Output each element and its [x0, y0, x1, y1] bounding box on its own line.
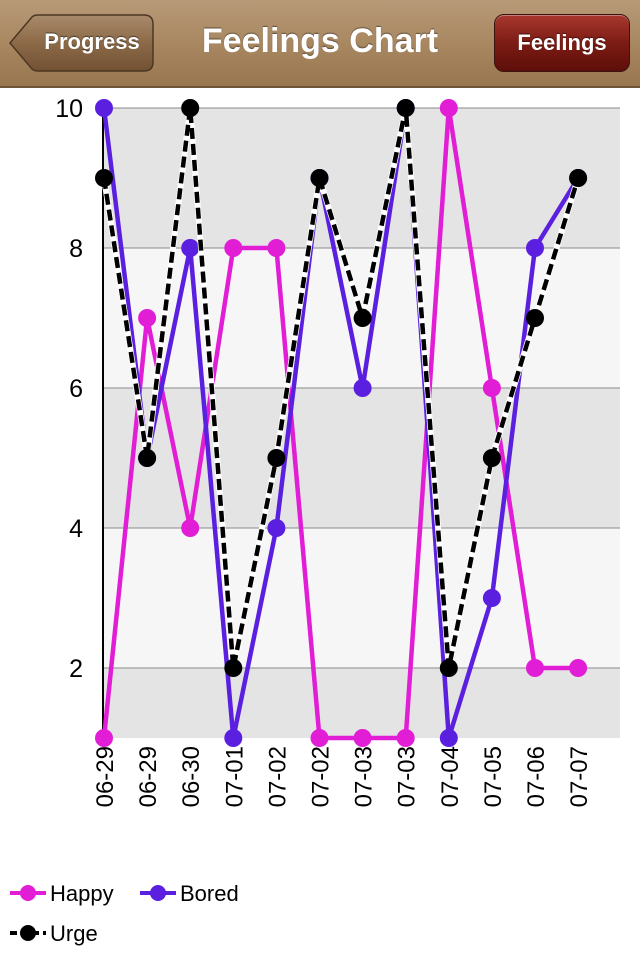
legend-swatch-urge	[10, 925, 46, 941]
page-title: Feelings Chart	[201, 22, 439, 60]
legend-item-happy: Happy	[8, 878, 138, 908]
data-point-bored	[353, 379, 372, 397]
data-point-bored	[181, 239, 200, 257]
data-point-bored	[224, 729, 243, 747]
data-point-happy	[482, 379, 501, 397]
y-tick-label: 10	[55, 95, 83, 123]
data-point-happy	[224, 239, 243, 257]
data-point-bored	[439, 729, 458, 747]
legend-label-urge: Urge	[50, 921, 98, 946]
y-tick-label: 6	[69, 375, 83, 403]
feelings-line-chart: 2 4 6 8 10 06-29 06-29 06-30 07-01 07-02 07-02 07-0…	[55, 95, 620, 807]
y-tick-label: 2	[69, 655, 83, 683]
data-point-bored	[526, 239, 544, 257]
legend-item-bored: Bored	[138, 878, 268, 908]
legend-swatch-bored	[140, 885, 176, 901]
data-point-urge	[138, 449, 157, 467]
series-line-urge	[101, 107, 581, 669]
data-point-urge	[526, 309, 544, 327]
data-point-happy	[138, 309, 157, 327]
data-point-urge	[224, 659, 243, 677]
data-point-happy	[353, 729, 372, 747]
data-point-urge	[181, 99, 200, 117]
legend-label-bored: Bored	[180, 881, 239, 906]
series-line-bored	[101, 107, 581, 739]
data-point-urge	[353, 309, 372, 327]
plot-band	[103, 668, 620, 738]
plot-band	[103, 528, 620, 668]
data-point-urge	[95, 169, 113, 187]
progress-back-label: Progress	[44, 29, 140, 54]
feelings-button[interactable]: Feelings	[494, 14, 630, 72]
x-tick-label: 06-30	[178, 746, 205, 807]
y-tick-label: 4	[69, 515, 83, 543]
legend-item-urge: Urge	[8, 918, 138, 948]
legend-swatch-happy	[10, 885, 46, 901]
x-tick-label: 07-07	[566, 746, 593, 807]
plot-band	[103, 388, 620, 528]
data-point-happy	[439, 99, 458, 117]
x-tick-label: 07-02	[308, 746, 335, 807]
data-point-bored	[482, 589, 501, 607]
data-point-happy	[396, 729, 415, 747]
data-point-happy	[569, 659, 588, 677]
data-point-urge	[482, 449, 501, 467]
data-point-urge	[396, 99, 415, 117]
data-point-urge	[569, 169, 588, 187]
x-tick-label: 07-04	[437, 746, 464, 807]
back-arrow-button-shape	[9, 14, 154, 72]
data-point-bored	[95, 99, 113, 117]
x-tick-label: 07-02	[264, 746, 291, 807]
data-point-urge	[439, 659, 458, 677]
data-point-happy	[526, 659, 544, 677]
x-tick-label: 07-03	[394, 746, 421, 807]
data-point-happy	[181, 519, 200, 537]
x-tick-label: 06-29	[135, 746, 162, 807]
x-tick-label: 07-06	[523, 746, 550, 807]
legend-label-happy: Happy	[50, 881, 114, 906]
y-tick-label: 8	[69, 235, 83, 263]
data-point-happy	[267, 239, 286, 257]
data-point-urge	[267, 449, 286, 467]
data-point-urge	[310, 169, 329, 187]
data-point-bored	[267, 519, 286, 537]
chart-legend: Happy Bored Urge	[0, 870, 640, 960]
data-point-happy	[95, 729, 113, 747]
x-tick-label: 07-05	[480, 746, 507, 807]
progress-back-button[interactable]: Progress	[8, 14, 154, 72]
x-tick-label: 06-29	[92, 746, 119, 807]
x-tick-label: 07-01	[221, 746, 248, 807]
navigation-bar: Progress Feelings Chart Feelings	[0, 0, 640, 88]
data-point-happy	[310, 729, 329, 747]
x-tick-label: 07-03	[351, 746, 378, 807]
